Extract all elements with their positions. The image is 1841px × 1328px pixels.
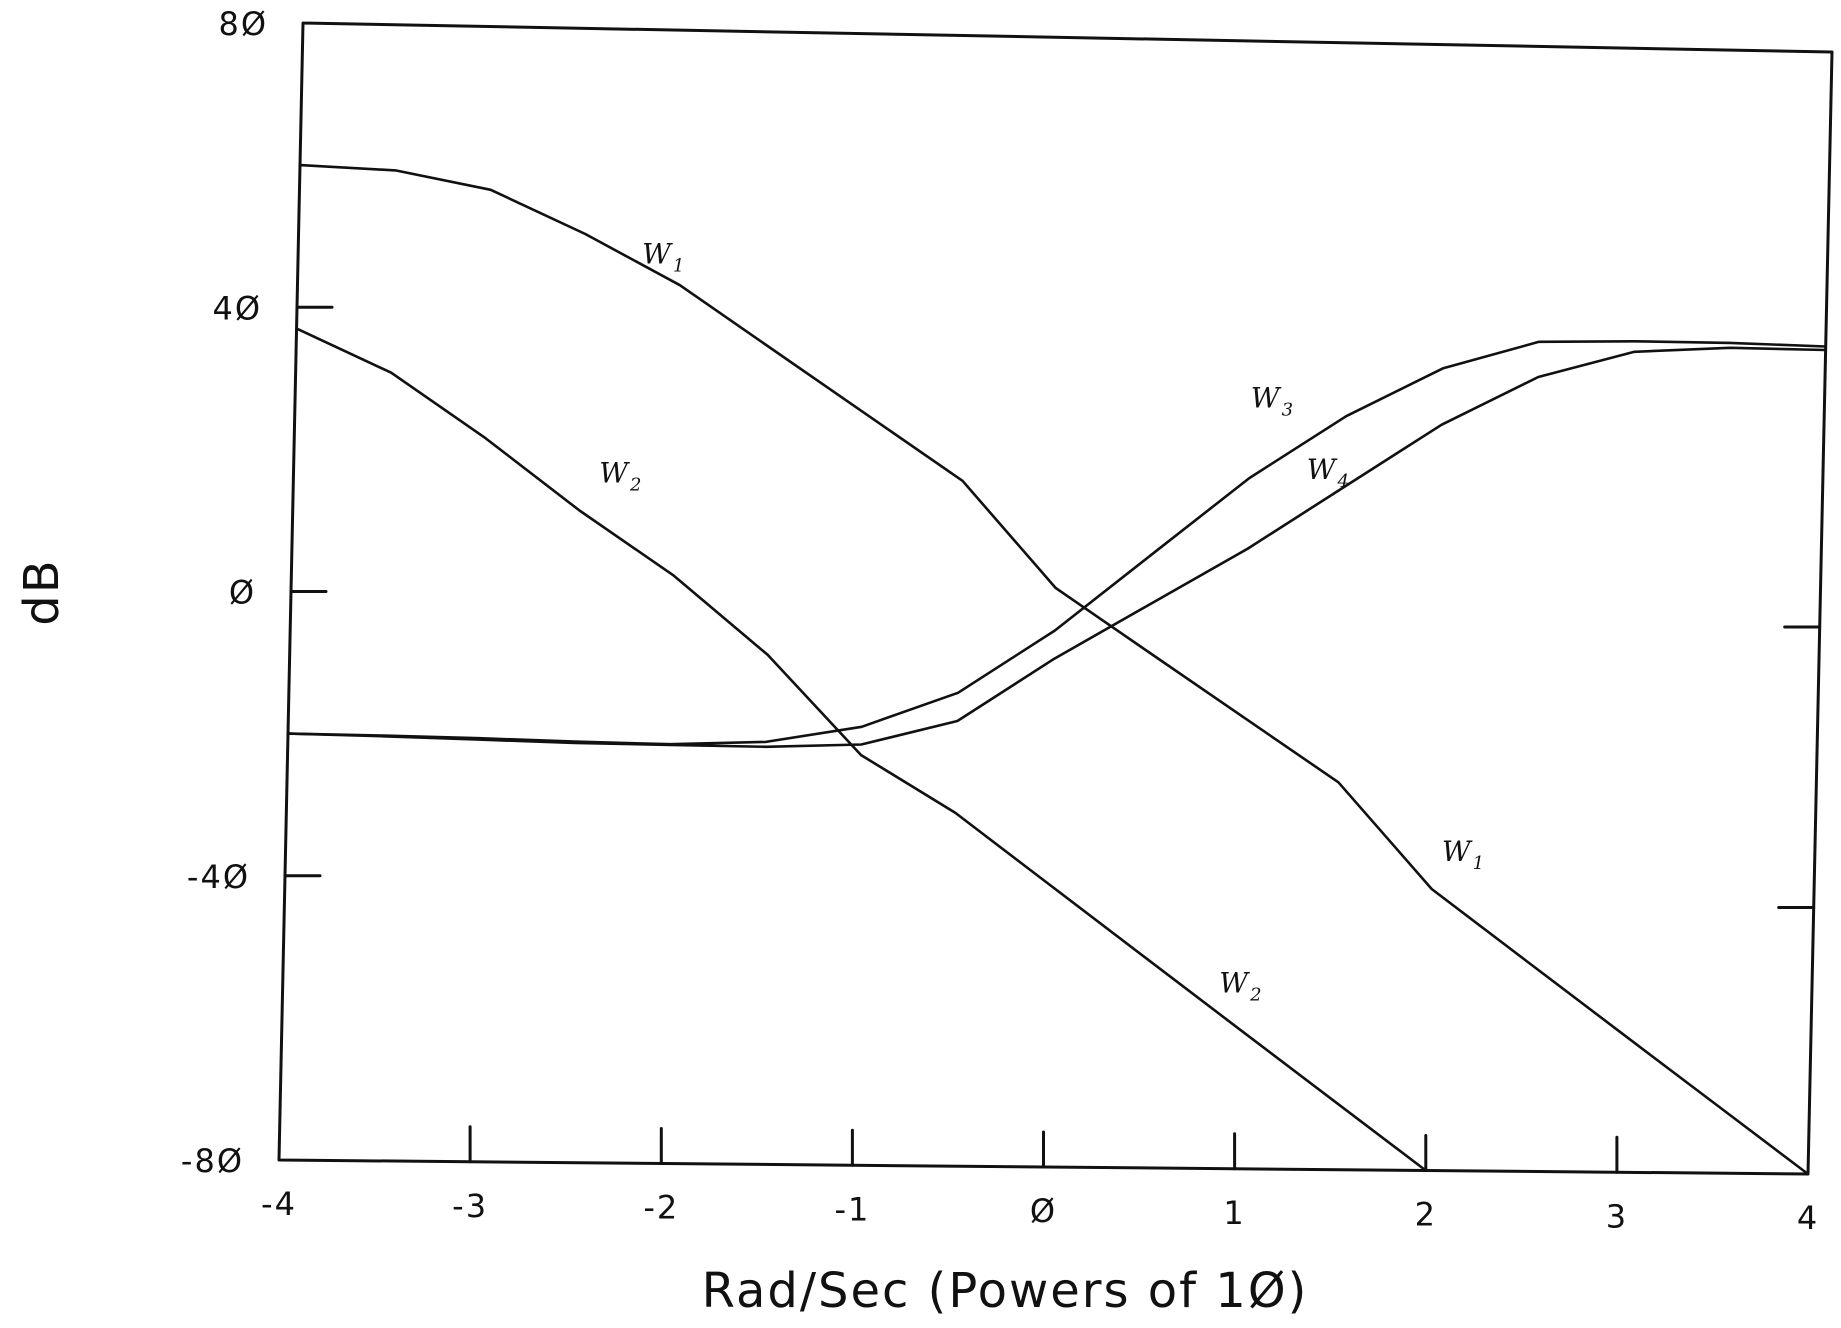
series-label-subscript: 3 — [1282, 400, 1293, 421]
series-label-subscript: 2 — [629, 474, 641, 495]
series-line-w3 — [286, 340, 1827, 746]
series-annotations: W 1 W 2 W 3 W 4 W 1 W 2 — [599, 237, 1484, 1005]
x-axis-ticks: -4 -3 -2 -1 Ø 1 2 3 4 — [261, 1125, 1819, 1237]
x-tick-label: -4 — [261, 1185, 297, 1223]
x-axis-label: Rad/Sec (Powers of 1Ø) — [702, 1263, 1309, 1319]
plot-frame — [277, 21, 1834, 1176]
x-tick-label: 3 — [1606, 1197, 1628, 1235]
series-label-subscript: 1 — [673, 255, 684, 276]
y-axis-ticks: 8Ø 4Ø Ø -4Ø -8Ø — [181, 5, 1822, 1180]
y-tick-label: -8Ø — [181, 1142, 244, 1180]
y-tick-label: -4Ø — [187, 858, 250, 896]
y-tick-label: Ø — [229, 574, 256, 612]
x-tick-label: 4 — [1797, 1199, 1819, 1237]
y-axis-label: dB — [14, 558, 70, 625]
series-lines — [286, 163, 1827, 1176]
x-tick-label: -1 — [834, 1190, 870, 1228]
plot-border — [277, 21, 1834, 1176]
x-tick-label: Ø — [1030, 1192, 1057, 1230]
x-tick-label: 1 — [1223, 1194, 1245, 1232]
y-tick-label: 8Ø — [218, 5, 268, 43]
series-label-subscript: 2 — [1249, 984, 1261, 1005]
series-line-w4 — [286, 346, 1827, 749]
y-tick-label: 4Ø — [212, 289, 262, 327]
series-line-w1 — [298, 163, 1810, 1176]
series-label-subscript: 1 — [1473, 853, 1484, 874]
series-label-subscript: 4 — [1336, 471, 1348, 492]
x-tick-label: -2 — [643, 1189, 679, 1227]
series-line-w2 — [295, 327, 1428, 1172]
x-tick-label: 2 — [1415, 1196, 1437, 1234]
x-tick-label: -3 — [452, 1187, 488, 1225]
